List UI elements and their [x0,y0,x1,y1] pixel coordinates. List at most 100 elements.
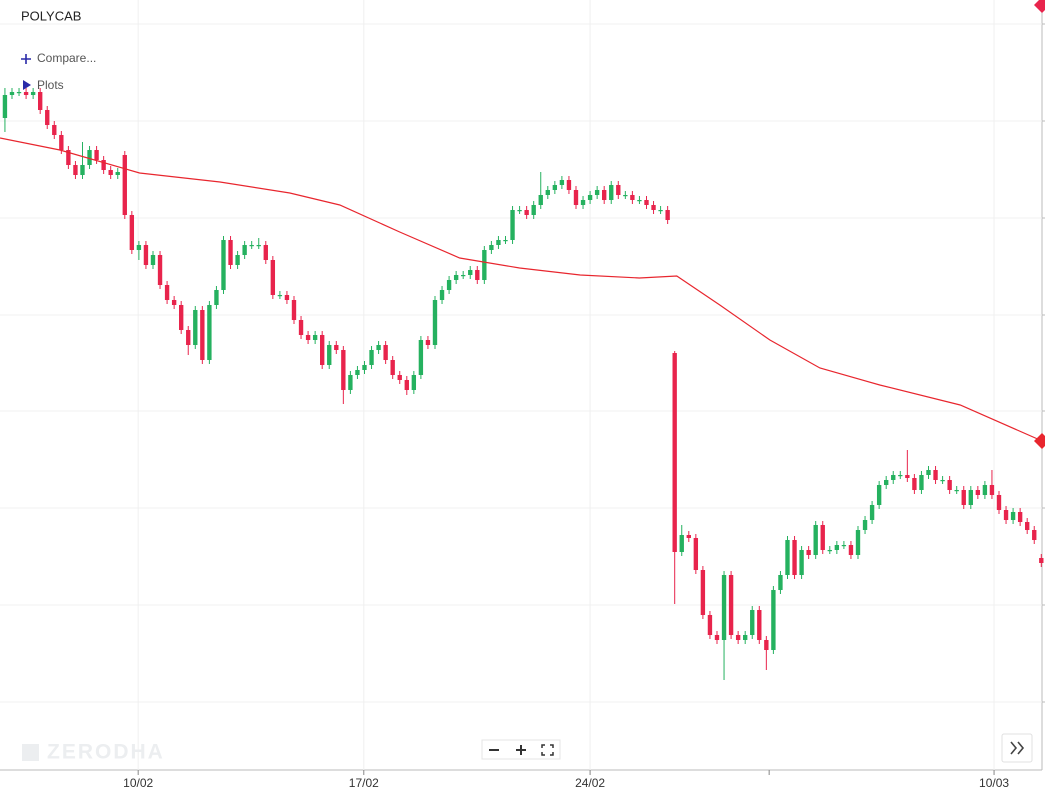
candle-body [919,475,924,490]
plots-button[interactable]: Plots [23,78,64,92]
candle-body [327,345,332,365]
candle-body [799,550,804,575]
candle-body [37,92,43,110]
candle-body [947,480,952,490]
candle-body [320,335,325,365]
candle-body [9,92,15,95]
watermark: ZERODHA [47,741,165,764]
candle-body [996,495,1002,510]
candle-body [693,538,699,570]
candle-body [496,240,501,245]
candle-body [432,300,438,345]
candle-body [475,270,480,280]
candle-body [820,525,825,550]
candle-body [1025,522,1030,530]
candle-body [489,245,494,250]
candle-body [87,150,92,165]
zoom-controls [481,739,561,760]
x-tick-label: 10/02 [123,776,153,790]
candle-body [735,635,741,640]
candle-body [446,280,452,290]
x-tick-label: 10/03 [979,776,1009,790]
candle-body [778,575,783,590]
fullscreen[interactable] [541,744,554,756]
candle-body [792,540,797,575]
chevrons [1010,741,1025,755]
candle-body [277,295,283,297]
zoom-in[interactable] [516,745,526,755]
candle-body [503,240,508,242]
candle-body [672,353,677,552]
plot-layer [0,88,1044,680]
candle-body [658,210,663,212]
candle-body [108,170,113,175]
candle-body [214,290,219,305]
price-marker [1034,0,1045,13]
candle-body [517,210,522,212]
candle-body [341,350,346,390]
candle-body [975,490,981,495]
candle-body [855,530,861,555]
candle-body [912,478,917,490]
x-tick-label: 17/02 [349,776,379,790]
candle-body [1017,512,1023,522]
candle-body [461,275,466,277]
candle-body [580,200,586,205]
candle-body [207,305,212,360]
candle-body [1003,510,1009,520]
candle-body [94,150,99,160]
triangle-icon [23,80,31,90]
moving-average-line [0,137,1041,441]
candle-body [651,205,656,210]
scroll-end-button[interactable] [1001,733,1033,763]
watermark-logo [22,744,39,761]
candle-body [679,535,684,552]
candle-body [813,525,818,555]
candle-body [954,490,959,492]
candle-body [59,135,64,150]
candle-body [552,185,558,190]
chart-title: POLYCAB [21,8,81,23]
candle-body [982,485,988,495]
candle-body [404,380,409,390]
candle-body [129,215,135,250]
candle-body [905,475,910,478]
plots-label[interactable]: Plots [37,78,64,92]
candle-body [298,320,304,335]
candle-body [425,340,431,345]
candle-body [721,575,727,640]
candle-body [573,190,579,205]
candle-body [16,92,22,94]
candle-body [926,470,931,475]
candle-body [806,550,811,555]
candle-body [305,335,311,340]
candle-body [270,260,276,295]
candle-body [898,475,903,477]
candle-body [891,475,896,480]
candle-body [764,640,769,650]
candle-body [827,550,832,552]
candle-body [164,285,170,300]
candle-body [968,490,973,505]
candle-body [383,345,388,360]
candle-body [559,180,565,185]
candle-body [707,615,713,635]
candle-body [101,160,106,170]
candle-body [630,195,635,200]
candle-body [334,345,339,350]
candle-body [961,490,966,505]
candle-body [750,610,755,635]
candle-body [291,300,297,320]
candle-body [256,245,261,247]
candle-body [1039,558,1044,563]
candle-body [355,370,360,375]
candle-body [30,92,36,95]
candle-body [531,205,536,215]
compare-button[interactable]: Compare... [21,51,96,65]
candle-body [686,535,691,538]
candle-body [482,250,487,280]
compare-label[interactable]: Compare... [37,51,96,65]
candle-body [594,190,600,195]
candle-body [200,310,205,360]
